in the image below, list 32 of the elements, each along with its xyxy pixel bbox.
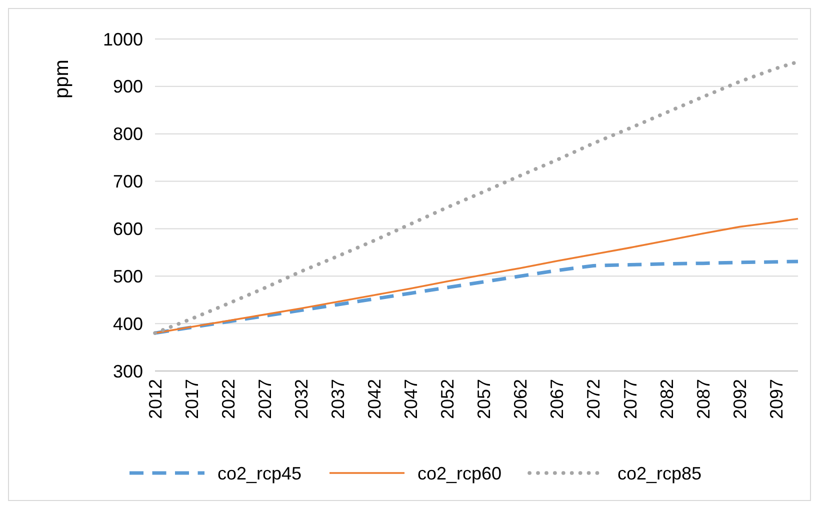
- x-tick-label: 2052: [438, 379, 458, 420]
- x-tick-label: 2022: [218, 379, 238, 420]
- y-tick-label: 1000: [102, 29, 143, 50]
- x-tick-label: 2057: [474, 379, 494, 420]
- x-tick-label: 2062: [510, 379, 531, 420]
- x-tick-label: 2032: [291, 379, 312, 420]
- x-tick-label: 2092: [730, 379, 750, 420]
- x-tick-label: 2082: [656, 379, 677, 420]
- y-tick-label: 500: [112, 266, 143, 286]
- x-tick-label: 2047: [401, 379, 422, 420]
- y-tick-label: 700: [112, 172, 143, 192]
- x-tick-label: 2037: [328, 379, 348, 420]
- y-tick-label: 300: [112, 361, 143, 382]
- y-axis-title: ppm: [51, 60, 73, 98]
- y-tick-label: 800: [112, 124, 143, 144]
- x-tick-label: 2097: [766, 379, 786, 420]
- y-tick-label: 900: [112, 76, 143, 97]
- legend-label: co2_rcp85: [618, 463, 702, 484]
- x-tick-label: 2087: [693, 379, 714, 420]
- legend-label: co2_rcp45: [218, 463, 302, 484]
- line-series: [153, 260, 800, 335]
- x-tick-label: 2067: [547, 379, 568, 420]
- legend-label: co2_rcp60: [418, 463, 502, 484]
- x-tick-label: 2077: [620, 379, 640, 420]
- x-tick-label: 2012: [145, 379, 166, 420]
- x-tick-label: 2027: [254, 379, 275, 420]
- x-tick-label: 2042: [364, 379, 385, 420]
- line-series: [154, 218, 799, 334]
- y-tick-label: 400: [112, 314, 143, 334]
- y-tick-label: 600: [112, 219, 143, 240]
- x-tick-label: 2072: [584, 379, 604, 420]
- x-tick-label: 2017: [182, 379, 202, 420]
